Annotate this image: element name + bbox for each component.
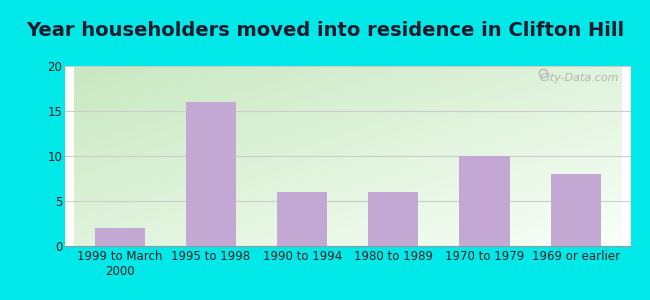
Bar — [460, 156, 510, 246]
Bar — [95, 228, 145, 246]
Bar — [551, 174, 601, 246]
Bar — [369, 192, 419, 246]
Bar — [277, 192, 327, 246]
Text: City-Data.com: City-Data.com — [540, 73, 619, 83]
Text: Year householders moved into residence in Clifton Hill: Year householders moved into residence i… — [26, 21, 624, 40]
Bar — [186, 102, 236, 246]
